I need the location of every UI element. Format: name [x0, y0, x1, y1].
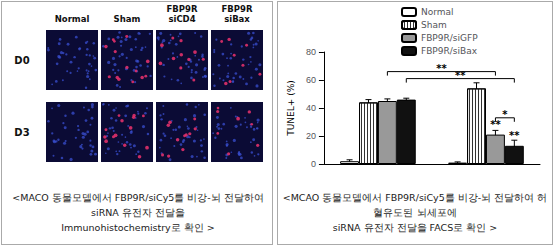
svg-text:Sham: Sham: [114, 14, 141, 24]
svg-text:siBax: siBax: [224, 14, 250, 24]
svg-text:**: **: [490, 119, 501, 130]
svg-text:60: 60: [306, 75, 316, 85]
svg-text:D3: D3: [14, 127, 29, 138]
svg-text:40: 40: [306, 103, 316, 113]
svg-text:0: 0: [311, 159, 316, 169]
html-text:<MCAO 동물모델에서 FBP9R/siCy5를 비강-뇌: <MCAO 동물모델에서 FBP9R/siCy5를 비강-뇌 전달하여 허혈유도…: [282, 192, 548, 233]
svg-text:siCD4: siCD4: [168, 14, 195, 24]
svg-text:20: 20: [306, 131, 316, 141]
svg-text:FBP9R/siBax: FBP9R/siBax: [421, 46, 478, 56]
svg-text:Normal: Normal: [421, 7, 454, 17]
svg-text:80: 80: [306, 47, 316, 57]
html-text:<MACO 동물모델에서 FBP9R/siCy5를 비강-뇌: <MACO 동물모델에서 FBP9R/siCy5를 비강-뇌 전달하여 siRN…: [12, 192, 264, 233]
svg-text:**: **: [509, 130, 520, 141]
svg-text:D0: D0: [14, 55, 29, 66]
svg-text:FBP9R/siGFP: FBP9R/siGFP: [421, 33, 478, 43]
svg-text:TUNEL+ (%): TUNEL+ (%): [286, 80, 296, 137]
svg-text:*: *: [502, 109, 508, 120]
svg-text:Normal: Normal: [55, 14, 90, 24]
svg-text:**: **: [436, 63, 447, 74]
svg-text:Sham: Sham: [421, 20, 447, 30]
svg-text:FBP9R: FBP9R: [167, 4, 198, 14]
svg-text:**: **: [455, 70, 466, 81]
svg-text:FBP9R: FBP9R: [222, 4, 253, 14]
